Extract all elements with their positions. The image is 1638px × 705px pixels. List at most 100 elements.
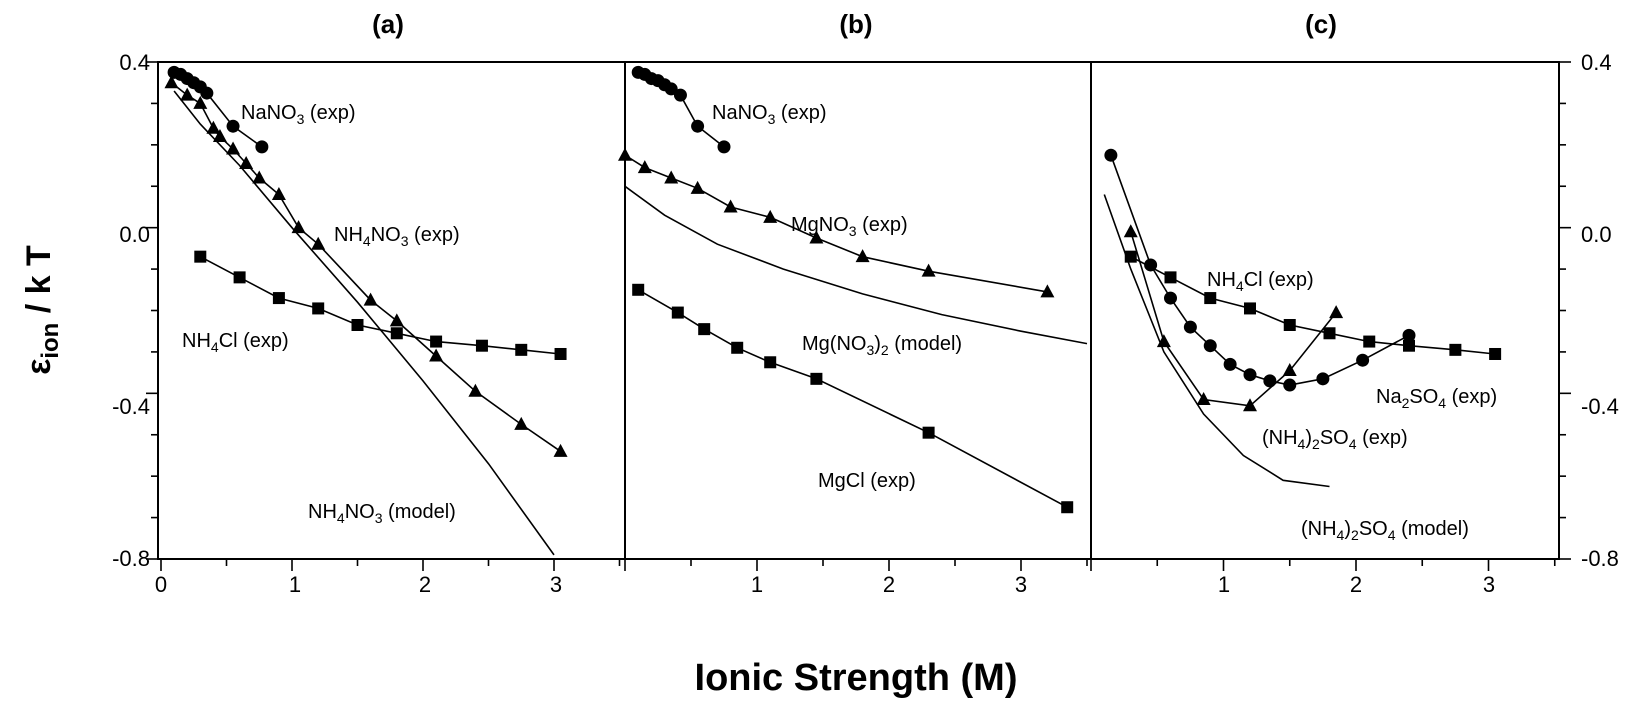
- mgcl-exp-point: [671, 306, 684, 319]
- series-label-mgno3-exp: MgNO3 (exp): [791, 214, 908, 239]
- nh4cl-exp-line: [1130, 255, 1496, 355]
- panel-title-c: (c): [1305, 9, 1337, 39]
- nh4cl-exp-point: [1204, 292, 1217, 305]
- na2so4-exp-point: [1356, 353, 1370, 367]
- nh4no3-exp-point: [252, 170, 267, 184]
- nh4no3-exp-point: [468, 383, 483, 397]
- nh4no3-exp-point: [553, 443, 568, 457]
- nh4-2so4-exp-point: [1123, 224, 1138, 238]
- nh4cl-exp-point: [390, 327, 403, 340]
- mgno3-exp-point: [690, 180, 705, 194]
- nh4cl-exp-point: [351, 318, 364, 331]
- nh4no3-exp-point: [206, 120, 221, 134]
- na2so4-exp-point: [1316, 372, 1330, 386]
- mgcl-exp-point: [764, 356, 777, 369]
- x-tick-label: 2: [883, 572, 895, 597]
- x-tick-label: 2: [1350, 572, 1362, 597]
- x-tick-label: 3: [1015, 572, 1027, 597]
- nano3-exp-point: [691, 119, 705, 133]
- nh4no3-exp-point: [226, 141, 241, 155]
- nh4no3-exp-point: [291, 220, 306, 234]
- nh4cl-exp-point: [554, 347, 567, 360]
- nh4-2so4-exp-line: [1130, 231, 1337, 407]
- mgcl-exp-point: [1061, 501, 1074, 514]
- y-tick-label-left: 0.0: [119, 222, 150, 247]
- mg-no3-2-model-line: [624, 185, 1088, 345]
- nh4no3-exp-point: [311, 236, 326, 250]
- nh4cl-exp-point: [515, 343, 528, 356]
- nh4no3-exp-point: [429, 348, 444, 362]
- nh4no3-exp-point: [212, 129, 227, 143]
- mgcl-exp-point: [922, 426, 935, 439]
- nh4no3-exp-point: [193, 95, 208, 109]
- nh4-2so4-exp-point: [1196, 392, 1211, 406]
- na2so4-exp-point: [1283, 378, 1297, 392]
- nh4-2so4-exp-point: [1282, 363, 1297, 377]
- nh4cl-exp-point: [312, 302, 325, 315]
- series-label-nh4cl-exp: NH4Cl (exp): [182, 330, 289, 355]
- nh4-2so4-exp-point: [1243, 398, 1257, 412]
- mgcl-exp-point: [731, 341, 744, 354]
- y-axis-title-subscript: ion: [37, 323, 64, 359]
- nh4cl-exp-point: [1323, 327, 1336, 340]
- nh4cl-exp-point: [430, 335, 443, 348]
- x-tick-label: 0: [155, 572, 167, 597]
- series-label-mgno32-model: Mg(NO3)2 (model): [802, 333, 962, 358]
- nano3-exp-point: [226, 119, 240, 133]
- nh4cl-exp-point: [1283, 318, 1296, 331]
- mgno3-exp-point: [921, 263, 936, 277]
- nh4cl-exp-point: [272, 292, 285, 305]
- na2so4-exp-point: [1164, 291, 1177, 305]
- nano3-exp-point: [717, 140, 731, 154]
- nh4-2so4-exp-point: [1329, 305, 1344, 319]
- nano3-exp-point: [200, 86, 214, 100]
- nh4cl-exp-point: [1164, 271, 1177, 284]
- nh4no3-exp-point: [271, 187, 286, 201]
- series-label-nh42so4-exp: (NH4)2SO4 (exp): [1262, 427, 1408, 452]
- nh4cl-exp-line: [199, 255, 561, 355]
- x-axis-a: 0 1 2 3: [155, 572, 562, 597]
- y-tick-label-left: 0.4: [119, 50, 150, 75]
- mgno3-exp-point: [637, 160, 652, 174]
- mgcl-exp-point: [632, 283, 645, 296]
- nano3-exp-point: [255, 140, 269, 154]
- nh4cl-exp-point: [1489, 347, 1502, 360]
- nano3-exp-point: [673, 88, 687, 102]
- mgno3-exp-point: [723, 199, 738, 213]
- y-axis-left: 0.4 0.0 -0.4 -0.8: [112, 50, 150, 571]
- x-axis-b: 1 2 3: [751, 572, 1027, 597]
- na2so4-exp-point: [1144, 258, 1158, 272]
- panel-a-series: [164, 65, 568, 556]
- x-tick-label: 3: [1483, 572, 1495, 597]
- nh4no3-exp-line: [171, 82, 561, 452]
- nh4no3-exp-point: [164, 75, 179, 89]
- x-axis-c: 1 2 3: [1218, 572, 1495, 597]
- mgno3-exp-point: [1040, 284, 1055, 298]
- na2so4-exp-point: [1183, 320, 1197, 334]
- panel-a-labels: NaNO3 (exp) NH4NO3 (exp) NH4Cl (exp) NH4…: [182, 102, 460, 526]
- na2so4-exp-point: [1104, 148, 1118, 162]
- panel-b-labels: NaNO3 (exp) MgNO3 (exp) Mg(NO3)2 (model)…: [712, 102, 962, 492]
- series-label-nh4cl-exp: NH4Cl (exp): [1207, 269, 1314, 294]
- mgno3-exp-point: [809, 230, 824, 244]
- nh4cl-exp-point: [1449, 343, 1462, 356]
- nh4cl-exp-point: [1363, 335, 1376, 348]
- y-tick-label-left: -0.8: [112, 546, 150, 571]
- y-axis-title-unit: / k T: [20, 245, 58, 323]
- x-tick-label: 1: [751, 572, 763, 597]
- panel-b-series: [618, 65, 1088, 514]
- y-tick-label-right: 0.4: [1581, 50, 1612, 75]
- mgno3-exp-point: [618, 147, 632, 161]
- series-label-nh42so4-model: (NH4)2SO4 (model): [1301, 518, 1469, 543]
- nh4no3-exp-point: [239, 155, 254, 169]
- panel-c-series: [1103, 148, 1502, 488]
- y-axis-title-symbol: ε: [20, 359, 58, 375]
- series-label-nh4no3-model: NH4NO3 (model): [308, 501, 456, 526]
- axis-ticks: [146, 61, 1571, 571]
- y-tick-label-right: -0.8: [1581, 546, 1619, 571]
- series-label-na2so4-exp: Na2SO4 (exp): [1376, 386, 1497, 411]
- panel-c-labels: NH4Cl (exp) Na2SO4 (exp) (NH4)2SO4 (exp)…: [1207, 269, 1497, 543]
- nh4cl-exp-point: [1403, 339, 1415, 352]
- series-label-nano3-exp: NaNO3 (exp): [241, 102, 356, 127]
